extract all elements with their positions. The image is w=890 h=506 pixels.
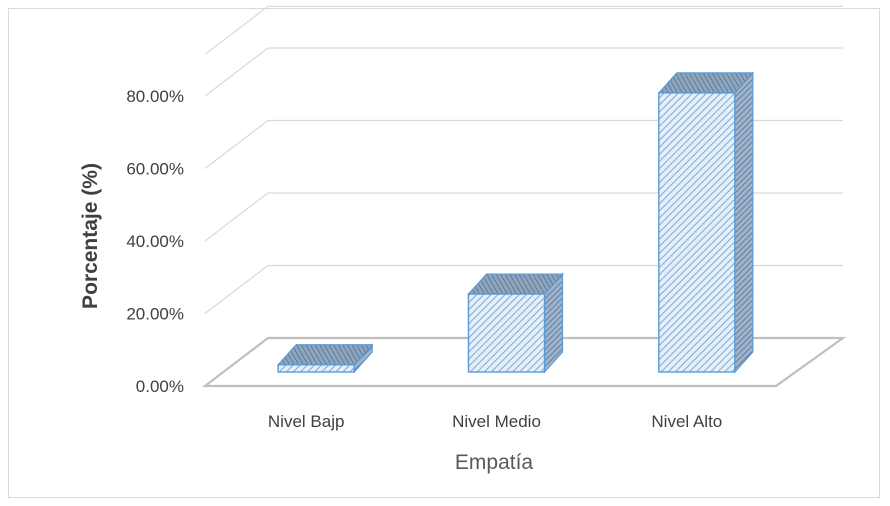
bar-front (658, 92, 736, 373)
y-tick-label: 60.00% (126, 160, 184, 179)
x-axis-title: Empatía (455, 451, 534, 474)
bar-3 (657, 71, 755, 374)
bars (276, 71, 755, 374)
bar-1 (276, 343, 374, 374)
y-axis-title: Porcentaje (%) (79, 163, 102, 309)
bar-front (467, 293, 546, 373)
x-category-label: Nivel Bajp (268, 412, 345, 431)
y-tick-label: 20.00% (126, 305, 184, 324)
gridline-diagonal (204, 120, 269, 169)
gridline-diagonal (204, 265, 269, 314)
x-category-label: Nivel Alto (651, 412, 722, 431)
chart-floor (201, 336, 847, 388)
y-tick-label: 80.00% (126, 87, 184, 106)
y-axis-ticks: 0.00% 20.00% 40.00% 60.00% 80.00% (126, 87, 184, 396)
gridline-diagonal (204, 47, 269, 97)
y-tick-label: 40.00% (126, 232, 184, 251)
x-axis-categories: Nivel Bajp Nivel Medio Nivel Alto (268, 412, 722, 431)
gridline-diagonal (204, 5, 269, 55)
bar-2 (467, 272, 564, 374)
floor-plane (201, 336, 847, 388)
x-category-label: Nivel Medio (452, 412, 541, 431)
bar-side (734, 71, 754, 374)
y-tick-label: 0.00% (136, 377, 184, 396)
gridline-diagonal (204, 192, 269, 242)
bar-front (277, 364, 355, 373)
